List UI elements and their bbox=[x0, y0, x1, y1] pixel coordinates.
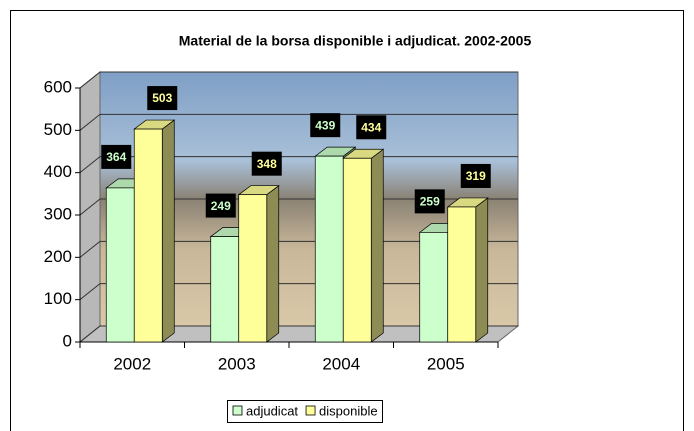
bar bbox=[239, 186, 279, 342]
y-tick-label: 0 bbox=[63, 331, 72, 350]
bar bbox=[448, 198, 488, 342]
value-label: 434 bbox=[361, 120, 381, 134]
legend-swatch bbox=[233, 406, 242, 415]
y-tick-label: 600 bbox=[44, 77, 72, 96]
y-tick-label: 100 bbox=[44, 289, 72, 308]
value-label: 439 bbox=[315, 118, 335, 132]
chart: Material de la borsa disponible i adjudi… bbox=[0, 0, 694, 431]
bar-front bbox=[106, 188, 134, 342]
y-tick-label: 200 bbox=[44, 247, 72, 266]
bar-front bbox=[239, 195, 267, 342]
bar-front bbox=[343, 158, 371, 342]
legend-label: disponible bbox=[319, 403, 378, 418]
bar-side bbox=[371, 149, 383, 342]
y-tick-label: 400 bbox=[44, 162, 72, 181]
legend: adjudicat disponible bbox=[228, 401, 383, 423]
bar bbox=[343, 149, 383, 342]
x-tick-label: 2002 bbox=[113, 354, 151, 373]
bar-front bbox=[211, 237, 239, 342]
chart-title: Material de la borsa disponible i adjudi… bbox=[179, 33, 532, 49]
y-tick-label: 500 bbox=[44, 120, 72, 139]
bar-front bbox=[134, 129, 162, 342]
value-label: 348 bbox=[257, 157, 277, 171]
legend-swatch bbox=[306, 406, 315, 415]
value-label: 319 bbox=[466, 169, 486, 183]
value-label: 259 bbox=[420, 195, 440, 209]
x-tick-label: 2005 bbox=[427, 354, 465, 373]
bar-front bbox=[448, 207, 476, 342]
value-label: 503 bbox=[152, 91, 172, 105]
bar-front bbox=[315, 156, 343, 342]
y-tick-label: 300 bbox=[44, 204, 72, 223]
bar-side bbox=[476, 198, 488, 342]
value-label: 364 bbox=[106, 150, 126, 164]
bar bbox=[134, 120, 174, 342]
bar-side bbox=[162, 120, 174, 342]
x-tick-label: 2004 bbox=[322, 354, 360, 373]
legend-label: adjudicat bbox=[246, 403, 298, 418]
value-label: 249 bbox=[211, 199, 231, 213]
bar-front bbox=[420, 232, 448, 342]
bar-side bbox=[267, 186, 279, 342]
x-tick-label: 2003 bbox=[218, 354, 256, 373]
